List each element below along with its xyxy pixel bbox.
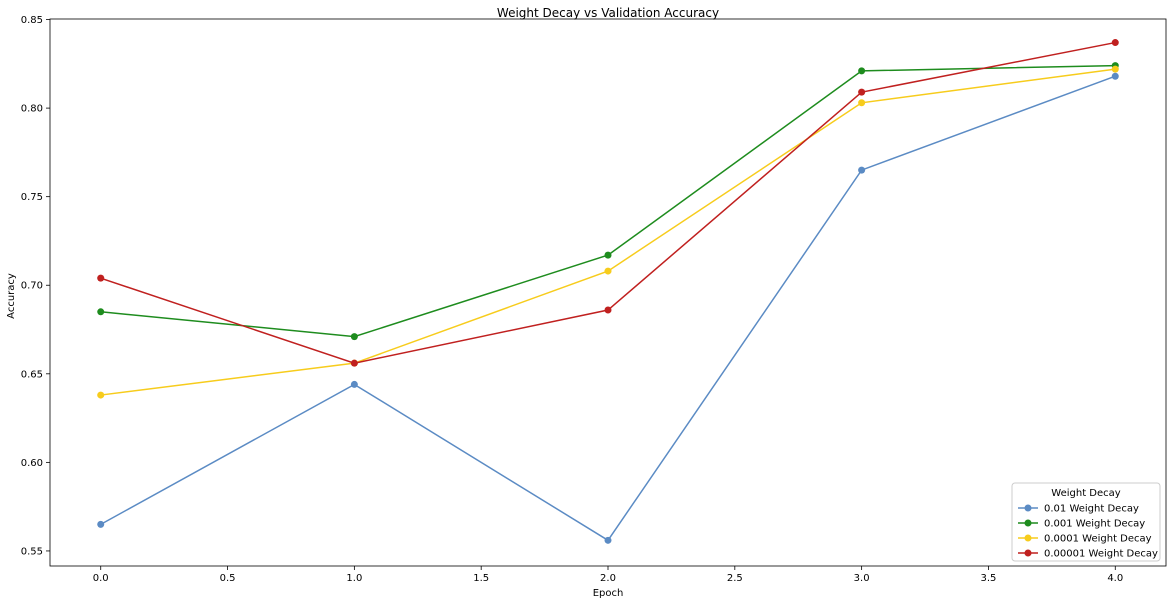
x-tick-label: 3.0: [854, 573, 870, 584]
y-tick-label: 0.75: [21, 192, 43, 203]
data-point: [350, 380, 358, 388]
x-tick-label: 0.5: [220, 573, 236, 584]
data-point: [350, 359, 358, 367]
series-0: [97, 72, 1119, 544]
legend-item: 0.00001 Weight Decay: [1018, 549, 1158, 560]
series-layer: [97, 39, 1119, 544]
x-tick-label: 3.5: [981, 573, 997, 584]
data-point: [350, 333, 358, 341]
series-line: [100, 64, 1116, 338]
y-tick-label: 0.60: [21, 458, 43, 469]
data-point: [1111, 72, 1119, 80]
series-1: [97, 62, 1119, 341]
series-line: [100, 41, 1116, 364]
data-point: [858, 88, 866, 96]
y-axis-label: Accuracy: [6, 273, 17, 319]
data-point: [97, 520, 105, 528]
y-tick-label: 0.80: [21, 104, 43, 115]
x-tick-label: 1.5: [473, 573, 489, 584]
legend-label: 0.00001 Weight Decay: [1044, 549, 1158, 560]
legend: Weight Decay 0.01 Weight Decay 0.001 Weig…: [1011, 482, 1161, 562]
x-axis-label: Epoch: [593, 588, 624, 599]
data-point: [97, 308, 105, 316]
x-tick-label: 1.0: [346, 573, 362, 584]
series-3: [97, 39, 1119, 367]
legend-box: [1011, 482, 1161, 562]
data-point: [858, 166, 866, 174]
x-tick-label: 2.5: [727, 573, 743, 584]
legend-swatch-marker: [1024, 504, 1032, 512]
data-point: [604, 536, 612, 544]
data-point: [97, 274, 105, 282]
data-point: [858, 67, 866, 75]
data-point: [1111, 65, 1119, 73]
data-point: [604, 306, 612, 314]
data-point: [858, 99, 866, 107]
legend-label: 0.01 Weight Decay: [1044, 504, 1139, 515]
x-tick-label: 4.0: [1107, 573, 1123, 584]
legend-item: 0.001 Weight Decay: [1018, 519, 1145, 530]
legend-label: 0.0001 Weight Decay: [1044, 534, 1152, 545]
y-tick-label: 0.70: [21, 281, 43, 292]
legend-item: 0.0001 Weight Decay: [1018, 534, 1152, 545]
data-point: [604, 267, 612, 275]
legend-swatch-marker: [1024, 534, 1032, 542]
data-point: [604, 251, 612, 259]
y-tick-label: 0.85: [21, 15, 43, 26]
x-tick-label: 0.0: [93, 573, 109, 584]
legend-item: 0.01 Weight Decay: [1018, 504, 1139, 515]
legend-items: 0.01 Weight Decay 0.001 Weight Decay 0.000…: [1018, 504, 1158, 560]
x-axis: 0.0 0.5 1.0 1.5 2.0 2.5 3.0 3.5 4.0: [93, 566, 1123, 584]
chart-title: Weight Decay vs Validation Accuracy: [497, 6, 719, 20]
series-2: [97, 65, 1119, 399]
y-tick-label: 0.65: [21, 369, 43, 380]
legend-swatch-marker: [1024, 549, 1032, 557]
legend-swatch-marker: [1024, 519, 1032, 527]
x-tick-label: 2.0: [600, 573, 616, 584]
legend-title: Weight Decay: [1051, 488, 1120, 499]
plot-frame: [49, 18, 1167, 567]
data-point: [97, 391, 105, 399]
y-tick-label: 0.55: [21, 546, 43, 557]
data-point: [1111, 39, 1119, 47]
series-line: [100, 68, 1116, 396]
legend-label: 0.001 Weight Decay: [1044, 519, 1145, 530]
y-axis: 0.55 0.60 0.65 0.70 0.75 0.80 0.85: [21, 15, 50, 557]
